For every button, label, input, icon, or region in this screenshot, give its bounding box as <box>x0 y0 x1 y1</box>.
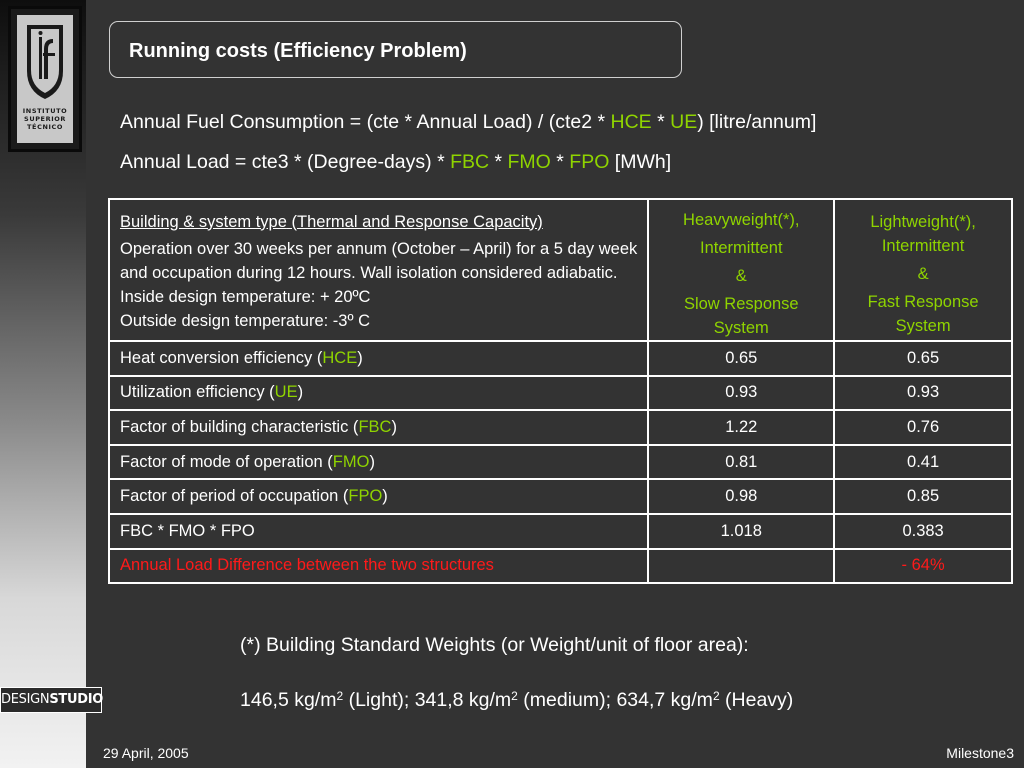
formula1-suffix: ) [litre/annum] <box>697 111 817 133</box>
heavy-line-1: Heavyweight(*), <box>683 211 800 229</box>
formula1-ue: UE <box>670 111 698 133</box>
logo-panel: INSTITUTO SUPERIOR TÉCNICO <box>17 15 73 143</box>
row-heavy-value: 0.81 <box>647 443 836 481</box>
row-heavy-value: 0.98 <box>647 478 836 515</box>
row-close: ) <box>357 348 363 367</box>
table-row-difference: Annual Load Difference between the two s… <box>107 547 1013 585</box>
weight-heavy-label: (Heavy) <box>719 689 794 711</box>
header-inside-temp: Inside design temperature: + 20ºC <box>120 287 371 306</box>
header-operation-desc: Operation over 30 weeks per annum (Octob… <box>120 239 638 282</box>
page-title: Running costs (Efficiency Problem) <box>129 40 467 62</box>
design-studio-a: DESIGN <box>1 692 50 707</box>
weight-light: 146,5 kg/m <box>240 689 337 711</box>
formula2-suffix: [MWh] <box>609 151 672 173</box>
row-light-value: 0.93 <box>833 374 1013 412</box>
light-line-2: & <box>917 265 929 283</box>
difference-heavy-value <box>647 547 836 585</box>
table-header-row: Building & system type (Thermal and Resp… <box>107 198 1013 342</box>
row-heavy-value: 1.22 <box>647 409 836 446</box>
row-heavy-value: 0.65 <box>647 340 836 377</box>
row-code: HCE <box>322 348 358 367</box>
efficiency-table: Building & system type (Thermal and Resp… <box>107 198 1013 585</box>
row-label: Factor of building characteristic (FBC) <box>107 409 650 446</box>
row-label: Factor of period of occupation (FPO) <box>107 478 650 515</box>
row-label-text: Factor of building characteristic ( <box>120 417 359 436</box>
design-studio-b: STUDIO <box>49 692 103 707</box>
table-row-hce: Heat conversion efficiency (HCE) 0.65 0.… <box>107 340 1013 377</box>
logo-line-3: TÉCNICO <box>27 123 63 131</box>
row-code: FBC <box>358 417 392 436</box>
row-code: FPO <box>348 487 383 506</box>
difference-light-value: - 64% <box>833 547 1013 585</box>
row-close: ) <box>391 417 397 436</box>
logo-line-2: SUPERIOR <box>24 115 66 123</box>
footnote-weights-values: 146,5 kg/m2 (Light); 341,8 kg/m2 (medium… <box>240 689 793 712</box>
header-type-label: Building & system type <box>120 212 287 231</box>
formula2-sep2: * <box>550 151 570 173</box>
row-heavy-value: 0.93 <box>647 374 836 412</box>
ist-logo: INSTITUTO SUPERIOR TÉCNICO <box>8 6 82 152</box>
footer-milestone: Milestone3 <box>946 745 1014 761</box>
row-label: Heat conversion efficiency (HCE) <box>107 340 650 377</box>
table-row-fmo: Factor of mode of operation (FMO) 0.81 0… <box>107 443 1013 481</box>
sup-2: 2 <box>511 689 518 703</box>
annual-load-formula: Annual Load = cte3 * (Degree-days) * FBC… <box>120 151 671 174</box>
formula2-fmo: FMO <box>507 151 551 173</box>
heavy-line-2: Intermittent <box>700 239 783 257</box>
light-line-1: Lightweight(*), Intermittent <box>870 213 976 255</box>
formula2-fbc: FBC <box>450 151 490 173</box>
row-label-text: Factor of period of occupation ( <box>120 487 349 506</box>
header-heavyweight-cell: Heavyweight(*), Intermittent & Slow Resp… <box>647 198 836 342</box>
fuel-consumption-formula: Annual Fuel Consumption = (cte * Annual … <box>120 111 816 134</box>
header-type-paren: (Thermal and Response Capacity) <box>291 212 543 231</box>
row-label-text: Heat conversion efficiency ( <box>120 348 323 367</box>
table-row-fbc: Factor of building characteristic (FBC) … <box>107 409 1013 446</box>
row-label: Utilization efficiency (UE) <box>107 374 650 412</box>
table-row-fpo: Factor of period of occupation (FPO) 0.9… <box>107 478 1013 515</box>
formula2-sep1: * <box>489 151 508 173</box>
logo-text: INSTITUTO SUPERIOR TÉCNICO <box>17 107 73 131</box>
formula1-prefix: Annual Fuel Consumption = (cte * Annual … <box>120 111 611 133</box>
formula2-prefix: Annual Load = cte3 * (Degree-days) * <box>120 151 451 173</box>
formula1-hce: HCE <box>610 111 652 133</box>
row-light-value: 0.76 <box>833 409 1013 446</box>
row-label-text: Utilization efficiency ( <box>120 383 275 402</box>
row-close: ) <box>297 383 304 402</box>
header-outside-temp: Outside design temperature: -3º C <box>120 311 370 330</box>
sup-1: 2 <box>336 689 344 703</box>
row-close: ) <box>369 452 375 471</box>
ist-emblem-icon <box>27 25 63 99</box>
difference-label: Annual Load Difference between the two s… <box>107 547 650 585</box>
design-studio-badge: DESIGNSTUDIO <box>0 687 103 713</box>
heavy-line-4: Slow Response System <box>683 295 799 337</box>
table-row-product: FBC * FMO * FPO 1.018 0.383 <box>107 512 1013 550</box>
header-lightweight-cell: Lightweight(*), Intermittent & Fast Resp… <box>833 198 1013 342</box>
product-heavy-value: 1.018 <box>647 512 836 550</box>
sup-3: 2 <box>712 689 720 703</box>
light-line-3: Fast Response System <box>867 293 979 335</box>
row-code: UE <box>274 383 298 402</box>
product-label: FBC * FMO * FPO <box>107 512 650 550</box>
row-light-value: 0.85 <box>833 478 1013 515</box>
heavy-line-3: & <box>735 267 747 285</box>
header-type-line: Building & system type (Thermal and Resp… <box>120 210 637 234</box>
formula2-fpo: FPO <box>569 151 610 173</box>
row-label-text: Factor of mode of operation ( <box>120 452 333 471</box>
table-row-ue: Utilization efficiency (UE) 0.93 0.93 <box>107 374 1013 412</box>
title-box: Running costs (Efficiency Problem) <box>109 21 682 78</box>
footer-date: 29 April, 2005 <box>103 745 189 761</box>
row-light-value: 0.65 <box>833 340 1013 377</box>
formula1-sep: * <box>651 111 671 133</box>
row-label: Factor of mode of operation (FMO) <box>107 443 650 481</box>
header-description-cell: Building & system type (Thermal and Resp… <box>107 198 650 342</box>
product-light-value: 0.383 <box>833 512 1013 550</box>
weight-light-label: (Light); 341,8 kg/m <box>343 689 512 711</box>
row-light-value: 0.41 <box>833 443 1013 481</box>
row-close: ) <box>382 487 388 506</box>
sidebar: INSTITUTO SUPERIOR TÉCNICO DESIGNSTUDIO <box>0 0 103 768</box>
row-code: FMO <box>332 452 370 471</box>
logo-line-1: INSTITUTO <box>22 107 68 115</box>
weight-medium-label: (medium); 634,7 kg/m <box>517 689 713 711</box>
footnote-weights-title: (*) Building Standard Weights (or Weight… <box>240 634 749 656</box>
